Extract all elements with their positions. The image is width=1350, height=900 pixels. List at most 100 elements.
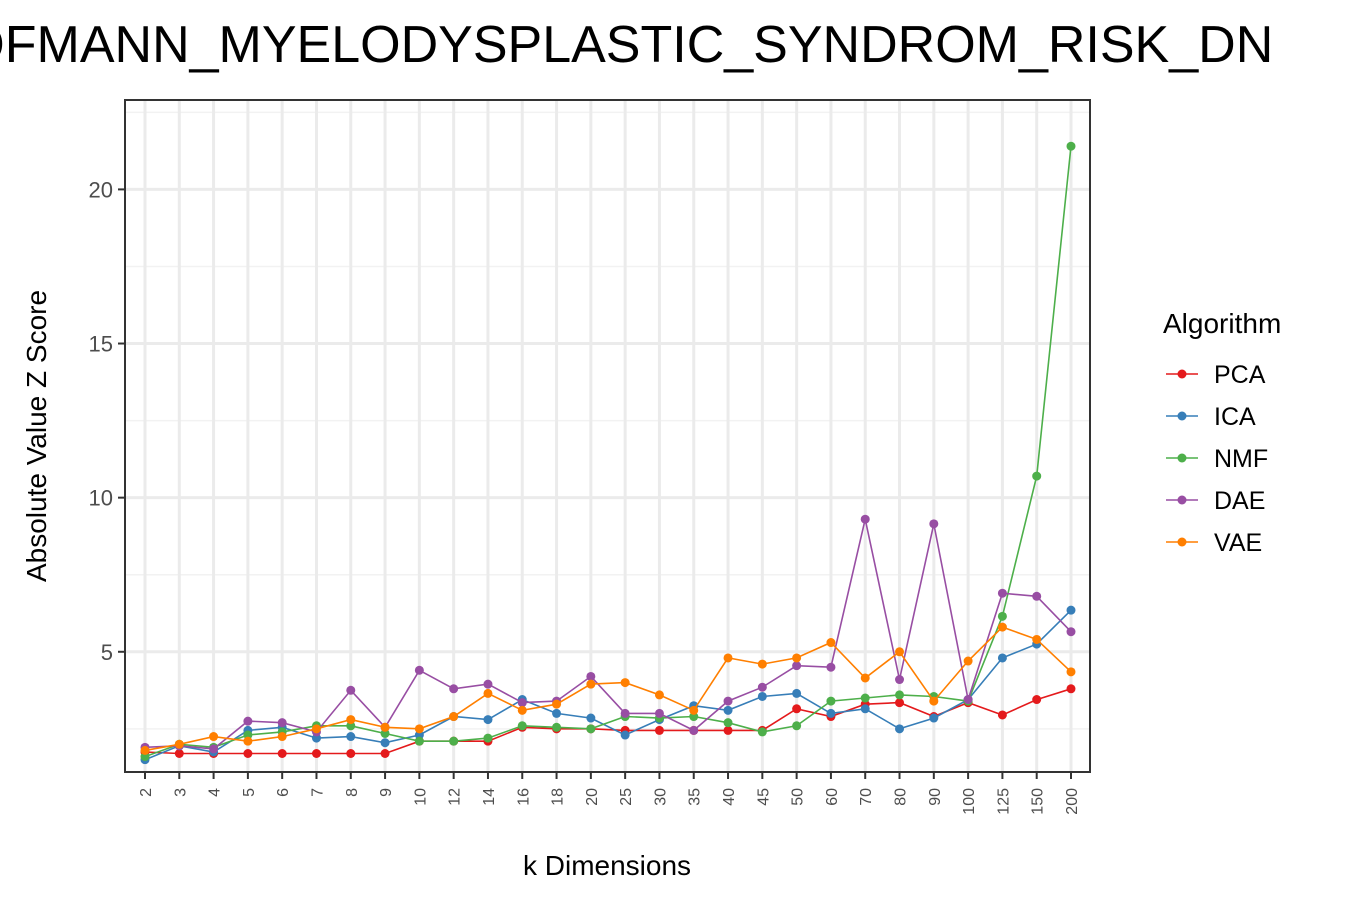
data-point-dae <box>586 671 596 681</box>
x-tick-label: 20 <box>584 788 601 806</box>
x-tick-label: 125 <box>995 788 1012 815</box>
x-tick-label: 7 <box>309 788 326 797</box>
data-point-vae <box>654 690 664 700</box>
data-point-ica <box>757 691 767 701</box>
data-point-ica <box>483 715 493 725</box>
x-tick-label: 35 <box>687 788 704 806</box>
data-point-dae <box>346 685 356 695</box>
plot-panel-border <box>124 99 1091 773</box>
x-tick-label: 18 <box>550 788 567 806</box>
data-point-ica <box>1066 605 1076 615</box>
data-point-vae <box>689 705 699 715</box>
data-point-vae <box>757 659 767 669</box>
data-point-nmf <box>895 690 905 700</box>
data-point-pca <box>1032 695 1042 705</box>
data-point-dae <box>483 679 493 689</box>
data-point-vae <box>1066 667 1076 677</box>
data-point-dae <box>654 708 664 718</box>
data-point-vae <box>449 712 459 722</box>
series-layer <box>140 141 1076 765</box>
x-axis-ticks: 2 3 4 5 6 7 8 9 10 12 14 16 18 20 25 30 35 40 45 50 60 70 80 90… <box>138 772 1081 815</box>
data-point-pca <box>723 725 733 735</box>
data-point-nmf <box>723 718 733 728</box>
data-point-nmf <box>1066 141 1076 151</box>
y-tick-label: 20 <box>89 177 113 202</box>
data-point-pca <box>174 749 184 759</box>
data-point-dae <box>689 725 699 735</box>
data-point-nmf <box>689 712 699 722</box>
x-tick-label: 25 <box>618 788 635 806</box>
y-axis-title: Absolute Value Z Score <box>21 290 52 582</box>
series-line-nmf <box>144 146 1072 758</box>
y-tick-label: 10 <box>89 486 113 511</box>
data-point-nmf <box>1032 471 1042 481</box>
legend-key-point <box>1177 537 1187 547</box>
data-point-dae <box>723 696 733 706</box>
data-point-nmf <box>449 736 459 746</box>
x-tick-label: 14 <box>481 788 498 806</box>
legend-key-point <box>1177 411 1187 421</box>
data-point-pca <box>792 704 802 714</box>
data-point-vae <box>929 696 939 706</box>
x-tick-label: 3 <box>172 788 189 797</box>
legend-label: ICA <box>1214 403 1256 431</box>
series-line-pca <box>144 688 1072 755</box>
x-tick-label: 100 <box>961 788 978 815</box>
data-point-ica <box>346 732 356 742</box>
data-point-vae <box>311 724 321 734</box>
data-point-vae <box>209 732 219 742</box>
data-point-vae <box>997 622 1007 632</box>
major-gridlines <box>125 100 1090 772</box>
x-tick-label: 16 <box>515 788 532 806</box>
data-point-vae <box>860 673 870 683</box>
minor-gridlines <box>125 111 1090 730</box>
x-tick-label: 200 <box>1064 788 1081 815</box>
legend-label: PCA <box>1214 361 1266 389</box>
data-point-dae <box>243 716 253 726</box>
legend-item-ica: ICA <box>1166 403 1256 431</box>
y-tick-label: 5 <box>101 640 113 665</box>
legend-title: Algorithm <box>1163 308 1281 339</box>
data-point-nmf <box>517 721 527 731</box>
data-point-dae <box>997 588 1007 598</box>
x-tick-label: 12 <box>447 788 464 806</box>
legend: Algorithm PCA ICA NMF DAE VAE <box>1163 308 1281 557</box>
data-point-pca <box>311 749 321 759</box>
data-point-pca <box>243 749 253 759</box>
data-point-vae <box>483 688 493 698</box>
data-point-pca <box>346 749 356 759</box>
data-point-pca <box>997 710 1007 720</box>
data-point-ica <box>586 713 596 723</box>
x-tick-label: 9 <box>378 788 395 797</box>
data-point-ica <box>929 713 939 723</box>
data-point-nmf <box>243 730 253 740</box>
data-point-dae <box>860 514 870 524</box>
data-point-vae <box>552 699 562 709</box>
data-point-dae <box>277 718 287 728</box>
data-point-pca <box>895 698 905 708</box>
data-point-vae <box>586 679 596 689</box>
data-point-vae <box>346 715 356 725</box>
data-point-nmf <box>757 727 767 737</box>
data-point-nmf <box>997 611 1007 621</box>
legend-key-point <box>1177 495 1187 505</box>
data-point-pca <box>654 725 664 735</box>
data-point-vae <box>140 745 150 755</box>
data-point-pca <box>380 749 390 759</box>
data-point-nmf <box>792 721 802 731</box>
data-point-vae <box>895 647 905 657</box>
data-point-dae <box>963 695 973 705</box>
data-point-vae <box>380 722 390 732</box>
data-point-pca <box>1066 684 1076 694</box>
data-point-nmf <box>586 724 596 734</box>
data-point-nmf <box>140 752 150 762</box>
x-tick-label: 30 <box>652 788 669 806</box>
data-point-vae <box>826 638 836 648</box>
x-tick-label: 40 <box>721 788 738 806</box>
x-tick-label: 90 <box>927 788 944 806</box>
x-tick-label: 6 <box>275 788 292 797</box>
legend-label: VAE <box>1214 529 1262 557</box>
legend-item-dae: DAE <box>1166 487 1265 515</box>
data-point-ica <box>860 704 870 714</box>
